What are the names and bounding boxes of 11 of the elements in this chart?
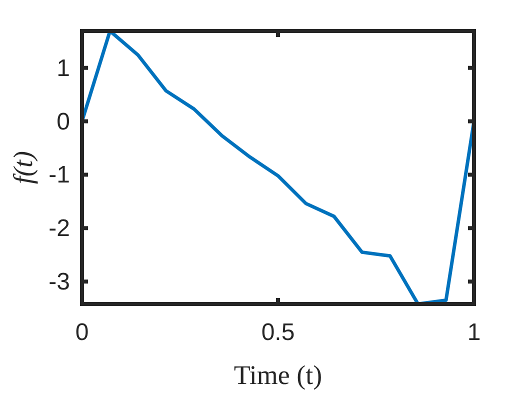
y-axis-title: f(t) xyxy=(8,151,38,184)
x-axis-title: Time (t) xyxy=(234,360,322,390)
x-tick-label: 0 xyxy=(75,319,89,346)
line-series xyxy=(80,29,476,306)
y-tick-label: 0 xyxy=(56,108,70,136)
y-tick-label: -2 xyxy=(48,215,70,242)
x-tick-label: 0.5 xyxy=(261,319,295,346)
x-tick-label: 1 xyxy=(467,319,481,346)
y-tick-label: 1 xyxy=(56,54,70,82)
y-tick-label: -3 xyxy=(48,268,70,296)
y-tick-label: -1 xyxy=(48,162,70,189)
